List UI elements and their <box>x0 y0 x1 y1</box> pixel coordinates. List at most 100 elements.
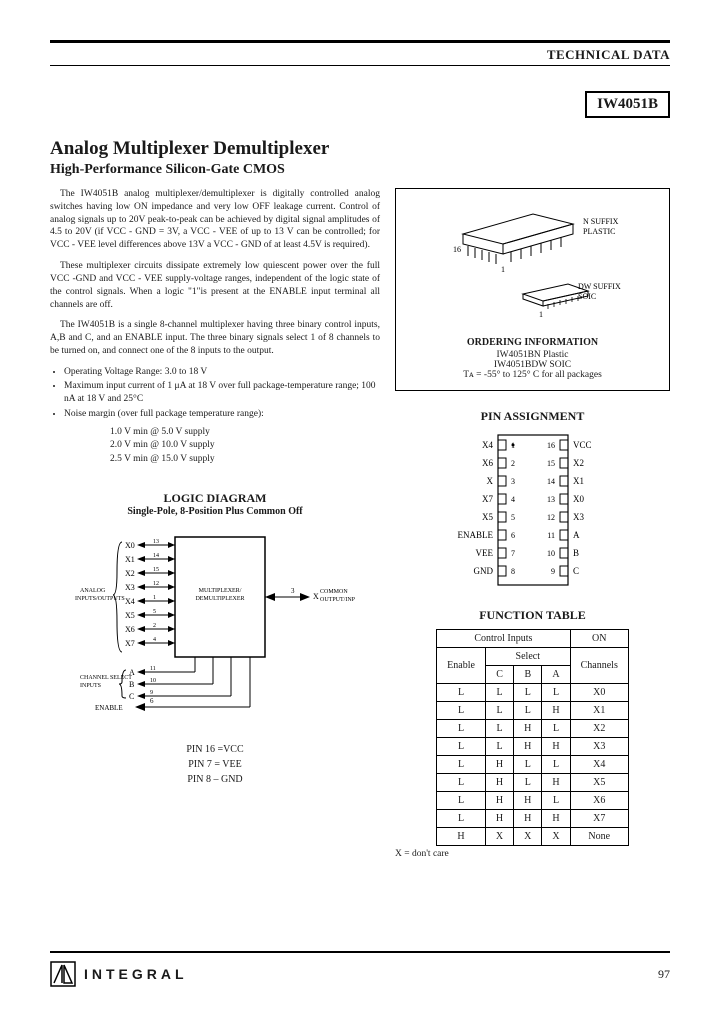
svg-text:X1: X1 <box>125 555 135 564</box>
table-cell: X4 <box>570 756 628 774</box>
table-row: LHLLX4 <box>437 756 629 774</box>
table-cell: X7 <box>570 810 628 828</box>
svg-text:B: B <box>129 680 134 689</box>
common-label-1: COMMON <box>320 589 348 595</box>
block-label-2: DEMULTIPLEXER <box>195 596 244 602</box>
table-cell: L <box>485 684 513 702</box>
svg-text:8: 8 <box>511 567 515 576</box>
table-cell: H <box>514 738 542 756</box>
svg-text:2: 2 <box>511 459 515 468</box>
svg-text:7: 7 <box>511 549 515 558</box>
svg-text:6: 6 <box>511 531 515 540</box>
svg-text:10: 10 <box>150 678 156 684</box>
svg-text:X4: X4 <box>482 440 493 450</box>
content-wrap: The IW4051B analog multiplexer/demultipl… <box>50 188 670 859</box>
sub-bullet-1: 1.0 V min @ 5.0 V supply <box>110 426 380 439</box>
table-cell: L <box>437 810 486 828</box>
tech-data-label: TECHNICAL DATA <box>50 47 670 63</box>
table-cell: L <box>542 684 570 702</box>
package-box: 16 1 N SUFFIX PLASTIC 1 DW <box>395 188 670 391</box>
logic-diagram-svg: MULTIPLEXER/ DEMULTIPLEXER ANALOG INPUTS… <box>75 527 355 727</box>
svg-text:9: 9 <box>150 690 153 696</box>
brand-text: INTEGRAL <box>84 966 188 982</box>
pin-note-7: PIN 7 = VEE <box>50 757 380 772</box>
th-on: ON <box>570 630 628 648</box>
svg-text:11: 11 <box>547 531 555 540</box>
paragraph-3: The IW4051B is a single 8-channel multip… <box>50 319 380 357</box>
footer: INTEGRAL 97 <box>50 951 670 987</box>
sub-rule <box>50 65 670 66</box>
bullet-list: Operating Voltage Range: 3.0 to 18 V Max… <box>64 366 380 421</box>
logic-diagram-title: LOGIC DIAGRAM <box>50 491 380 506</box>
svg-text:X1: X1 <box>573 476 584 486</box>
svg-text:5: 5 <box>511 513 515 522</box>
svg-text:VEE: VEE <box>475 548 493 558</box>
svg-text:X3: X3 <box>125 583 135 592</box>
table-cell: H <box>514 792 542 810</box>
svg-text:B: B <box>573 548 579 558</box>
th-b: B <box>514 666 542 684</box>
table-cell: X0 <box>570 684 628 702</box>
table-cell: L <box>542 720 570 738</box>
page-number: 97 <box>658 967 670 982</box>
table-row: LHHHX7 <box>437 810 629 828</box>
table-cell: H <box>542 702 570 720</box>
svg-text:X6: X6 <box>482 458 493 468</box>
svg-text:GND: GND <box>473 566 493 576</box>
pin-note-8: PIN 8 – GND <box>50 772 380 787</box>
table-cell: X6 <box>570 792 628 810</box>
analog-label-2: INPUTS/OUTPUTS <box>75 596 125 602</box>
table-cell: H <box>514 720 542 738</box>
svg-text:2: 2 <box>153 623 156 629</box>
table-cell: L <box>437 720 486 738</box>
x-out-label: X <box>313 592 319 601</box>
svg-text:X5: X5 <box>482 512 493 522</box>
ordering-title: ORDERING INFORMATION <box>404 337 661 348</box>
logo-icon <box>50 961 76 987</box>
pin-note-16: PIN 16 =VCC <box>50 742 380 757</box>
paragraph-1: The IW4051B analog multiplexer/demultipl… <box>50 188 380 252</box>
svg-text:X3: X3 <box>573 512 584 522</box>
ordering-line-3: Tᴀ = -55° to 125° C for all packages <box>404 370 661 380</box>
bullet-1: Operating Voltage Range: 3.0 to 18 V <box>64 366 380 379</box>
ordering-line-1: IW4051BN Plastic <box>404 350 661 360</box>
soic-pin1: 1 <box>539 310 543 319</box>
function-table: Control Inputs ON Enable Select Channels… <box>436 629 629 846</box>
block-label-1: MULTIPLEXER/ <box>199 588 242 594</box>
table-row: LLHLX2 <box>437 720 629 738</box>
paragraph-2: These multiplexer circuits dissipate ext… <box>50 260 380 311</box>
table-cell: H <box>542 774 570 792</box>
table-cell: H <box>542 810 570 828</box>
table-cell: H <box>514 810 542 828</box>
th-channels: Channels <box>570 648 628 684</box>
table-cell: L <box>514 774 542 792</box>
svg-text:VCC: VCC <box>573 440 592 450</box>
svg-text:X6: X6 <box>125 625 135 634</box>
svg-text:12: 12 <box>547 513 555 522</box>
part-number-box: IW4051B <box>585 91 670 118</box>
table-cell: X5 <box>570 774 628 792</box>
n-suffix-1: N SUFFIX <box>583 217 619 226</box>
table-cell: X3 <box>570 738 628 756</box>
svg-text:C: C <box>573 566 579 576</box>
table-cell: L <box>485 702 513 720</box>
table-cell: H <box>437 828 486 846</box>
footer-rule <box>50 951 670 953</box>
table-cell: L <box>514 702 542 720</box>
table-cell: L <box>485 738 513 756</box>
x-pin-label: 3 <box>291 587 295 595</box>
table-row: LLHHX3 <box>437 738 629 756</box>
table-cell: L <box>514 684 542 702</box>
th-control: Control Inputs <box>437 630 570 648</box>
enable-pin-label: 6 <box>150 697 154 705</box>
header-rule <box>50 40 670 43</box>
table-cell: L <box>437 702 486 720</box>
n-suffix-2: PLASTIC <box>583 227 615 236</box>
svg-text:X: X <box>486 476 493 486</box>
table-cell: None <box>570 828 628 846</box>
th-enable: Enable <box>437 648 486 684</box>
svg-text:14: 14 <box>153 553 159 559</box>
table-cell: L <box>514 756 542 774</box>
table-row: LLLLX0 <box>437 684 629 702</box>
table-row: LLLHX1 <box>437 702 629 720</box>
